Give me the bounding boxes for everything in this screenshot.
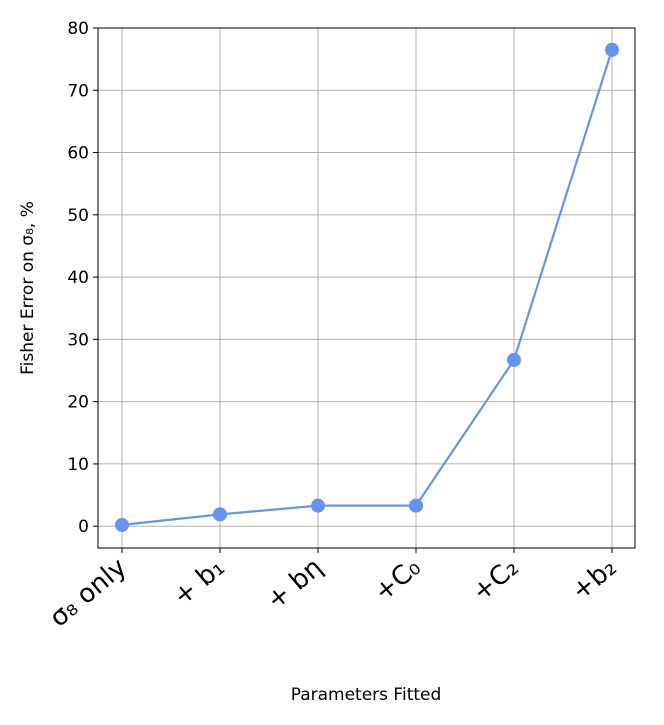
y-tick-label: 40 [67,268,89,288]
x-tick-label: +C₀ [369,552,427,607]
marker [213,507,227,522]
marker [409,498,423,513]
line [121,49,614,527]
plot-frame [97,27,636,549]
marker [115,517,129,532]
y-tick-label: 70 [67,81,89,101]
marker [605,42,619,57]
x-tick-label: + bη [261,552,329,616]
x-tick-label: +C₂ [467,552,525,607]
y-tick-label: 80 [67,19,89,39]
marker [311,498,325,513]
y-axis-label: Fisher Error on σ₈, % [18,201,38,375]
y-tick-label: 0 [78,517,89,537]
x-tick-label: σ₈ only [44,552,132,633]
y-tick-label: 30 [67,330,89,350]
y-tick-label: 20 [67,393,89,413]
marker [507,352,521,367]
y-tick-label: 50 [67,206,89,226]
x-tick-label: + b₁ [168,552,231,612]
y-tick-label: 10 [67,455,89,475]
x-axis-label: Parameters Fitted [291,685,442,705]
x-tick-label: +b₂ [566,552,623,606]
y-tick-label: 60 [67,144,89,164]
